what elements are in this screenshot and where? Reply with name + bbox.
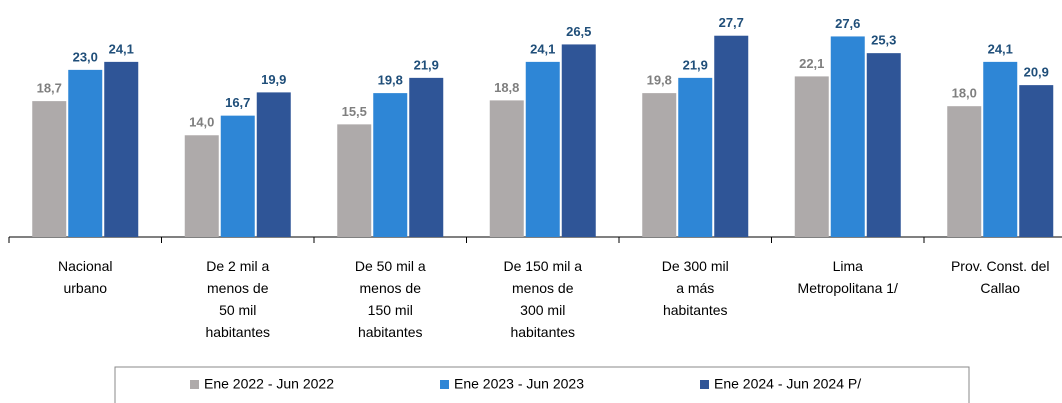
x-tick-label: De 50 mil a menos de 150 mil habitantes [355, 258, 426, 340]
value-label: 22,1 [799, 56, 824, 71]
value-label: 18,7 [37, 81, 62, 96]
x-tick-label: De 2 mil a menos de 50 mil habitantes [205, 258, 270, 340]
legend-swatch [190, 380, 199, 389]
legend-swatch [440, 380, 449, 389]
value-label: 19,8 [647, 73, 672, 88]
x-tick-label: Prov. Const. del Callao [951, 258, 1050, 296]
bar [104, 61, 139, 237]
legend-box [114, 366, 970, 403]
bar [830, 36, 865, 237]
legend-label: Ene 2023 - Jun 2023 [454, 376, 584, 392]
bar [1019, 85, 1054, 237]
value-label: 15,5 [342, 104, 367, 119]
value-label: 26,5 [566, 24, 591, 39]
x-tick-label: Nacional urbano [58, 258, 112, 296]
bar [866, 53, 901, 237]
legend-swatch [700, 380, 709, 389]
x-tick-label: De 150 mil a menos de 300 mil habitantes [503, 258, 582, 340]
bar [642, 93, 677, 238]
bar [409, 77, 444, 237]
bar [983, 61, 1018, 237]
x-tick-label: Lima Metropolitana 1/ [798, 258, 899, 296]
bar [489, 100, 524, 238]
value-label: 21,9 [414, 57, 439, 72]
value-label: 24,1 [988, 41, 1013, 56]
value-label: 14,0 [189, 115, 214, 130]
bar [256, 92, 291, 237]
bar [794, 76, 829, 237]
value-label: 19,9 [261, 72, 286, 87]
value-label: 19,8 [378, 73, 403, 88]
value-label: 25,3 [871, 33, 896, 48]
value-label: 23,0 [73, 49, 98, 64]
value-label: 16,7 [225, 95, 250, 110]
bar [947, 106, 982, 237]
value-label: 20,9 [1024, 65, 1049, 80]
bar [68, 69, 103, 237]
bar [220, 115, 255, 237]
value-label: 24,1 [530, 41, 555, 56]
legend-label: Ene 2024 - Jun 2024 P/ [714, 376, 861, 392]
bar [373, 93, 408, 238]
bar [184, 135, 219, 237]
value-label: 27,6 [835, 16, 860, 31]
bar [337, 124, 372, 237]
value-label: 24,1 [109, 41, 134, 56]
bar [561, 44, 596, 237]
value-label: 21,9 [683, 57, 708, 72]
x-tick-label: De 300 mil a más habitantes [662, 258, 729, 318]
bar [714, 35, 749, 237]
bar [678, 77, 713, 237]
value-label: 18,0 [952, 86, 977, 101]
bar [525, 61, 560, 237]
bar [32, 101, 67, 237]
value-label: 18,8 [494, 80, 519, 95]
value-label: 27,7 [719, 15, 744, 30]
legend-label: Ene 2022 - Jun 2022 [204, 376, 334, 392]
